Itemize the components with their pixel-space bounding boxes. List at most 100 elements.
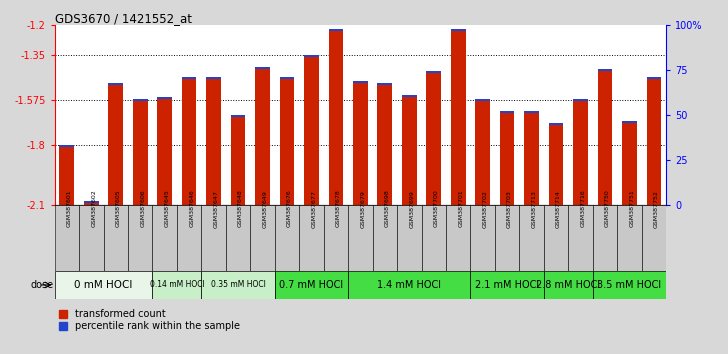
Text: GSM387606: GSM387606 — [141, 190, 145, 227]
Text: GSM387678: GSM387678 — [336, 190, 341, 228]
Bar — [622, 121, 637, 123]
Bar — [524, 111, 539, 113]
Bar — [641, 205, 666, 271]
Bar — [182, 79, 197, 205]
Bar — [152, 271, 202, 299]
Text: GSM387703: GSM387703 — [507, 190, 512, 228]
Bar — [55, 205, 79, 271]
Bar — [470, 271, 544, 299]
Bar — [451, 31, 465, 205]
Text: GSM387602: GSM387602 — [91, 190, 96, 228]
Bar — [519, 205, 544, 271]
Text: 1.4 mM HOCl: 1.4 mM HOCl — [377, 280, 441, 290]
Text: GSM387713: GSM387713 — [531, 190, 537, 228]
Text: GSM387700: GSM387700 — [434, 190, 439, 228]
Bar — [60, 145, 74, 147]
Text: 0.35 mM HOCl: 0.35 mM HOCl — [210, 280, 266, 290]
Bar — [598, 69, 612, 71]
Bar — [157, 99, 172, 205]
Text: GSM387751: GSM387751 — [630, 190, 634, 228]
Bar — [524, 113, 539, 205]
Bar — [250, 205, 274, 271]
Bar — [348, 271, 470, 299]
Bar — [226, 205, 250, 271]
Text: GSM387701: GSM387701 — [458, 190, 463, 228]
Text: 0 mM HOCl: 0 mM HOCl — [74, 280, 132, 290]
Bar — [256, 67, 270, 69]
Text: 2.1 mM HOCl: 2.1 mM HOCl — [475, 280, 539, 290]
Bar — [280, 79, 294, 205]
Bar — [182, 77, 197, 79]
Bar — [500, 111, 515, 113]
Text: GSM387645: GSM387645 — [165, 190, 170, 228]
Bar — [206, 77, 221, 79]
Bar — [622, 123, 637, 205]
Text: GSM387679: GSM387679 — [360, 190, 365, 228]
Bar — [274, 205, 299, 271]
Bar — [573, 99, 587, 101]
Bar — [304, 57, 319, 205]
Bar — [324, 205, 348, 271]
Text: GSM387699: GSM387699 — [409, 190, 414, 228]
Bar — [500, 113, 515, 205]
Bar — [544, 271, 593, 299]
Text: GSM387605: GSM387605 — [116, 190, 121, 227]
Bar — [373, 205, 397, 271]
Bar — [544, 205, 569, 271]
Text: GSM387716: GSM387716 — [580, 190, 585, 228]
Bar — [280, 77, 294, 79]
Bar — [328, 31, 343, 205]
Text: GSM387714: GSM387714 — [556, 190, 561, 228]
Bar — [79, 205, 103, 271]
Bar — [206, 79, 221, 205]
Bar — [593, 205, 617, 271]
Bar — [646, 79, 661, 205]
Text: 0.7 mM HOCl: 0.7 mM HOCl — [280, 280, 344, 290]
Text: GSM387648: GSM387648 — [238, 190, 243, 228]
Bar — [348, 205, 373, 271]
Bar — [256, 69, 270, 205]
Text: GSM387750: GSM387750 — [605, 190, 610, 228]
Bar — [646, 77, 661, 79]
Text: 0.14 mM HOCl: 0.14 mM HOCl — [149, 280, 205, 290]
Bar — [133, 101, 148, 205]
Text: 3.5 mM HOCl: 3.5 mM HOCl — [598, 280, 662, 290]
Bar — [103, 205, 128, 271]
Bar — [231, 115, 245, 117]
Text: GSM387698: GSM387698 — [385, 190, 389, 228]
Bar — [108, 83, 123, 85]
Text: GSM387601: GSM387601 — [67, 190, 72, 227]
Bar — [446, 205, 470, 271]
Bar — [470, 205, 495, 271]
Bar — [304, 55, 319, 57]
Bar — [402, 97, 416, 205]
Bar — [299, 205, 324, 271]
Bar — [55, 271, 152, 299]
Bar — [133, 99, 148, 101]
Bar — [177, 205, 202, 271]
Text: GSM387676: GSM387676 — [287, 190, 292, 228]
Text: GSM387647: GSM387647 — [213, 190, 218, 228]
Bar — [397, 205, 422, 271]
Bar — [549, 123, 563, 125]
Text: GSM387677: GSM387677 — [312, 190, 317, 228]
Bar — [549, 125, 563, 205]
Bar — [422, 205, 446, 271]
Bar — [598, 71, 612, 205]
Text: GSM387752: GSM387752 — [654, 190, 659, 228]
Text: GSM387702: GSM387702 — [483, 190, 488, 228]
Bar — [427, 73, 441, 205]
Legend: transformed count, percentile rank within the sample: transformed count, percentile rank withi… — [60, 309, 240, 331]
Bar — [152, 205, 177, 271]
Bar — [427, 71, 441, 73]
Bar — [353, 83, 368, 205]
Bar — [573, 101, 587, 205]
Bar — [593, 271, 666, 299]
Text: 2.8 mM HOCl: 2.8 mM HOCl — [537, 280, 601, 290]
Bar — [202, 271, 274, 299]
Text: GDS3670 / 1421552_at: GDS3670 / 1421552_at — [55, 12, 191, 25]
Bar — [328, 29, 343, 31]
Bar — [402, 95, 416, 97]
Bar — [378, 85, 392, 205]
Bar — [495, 205, 519, 271]
